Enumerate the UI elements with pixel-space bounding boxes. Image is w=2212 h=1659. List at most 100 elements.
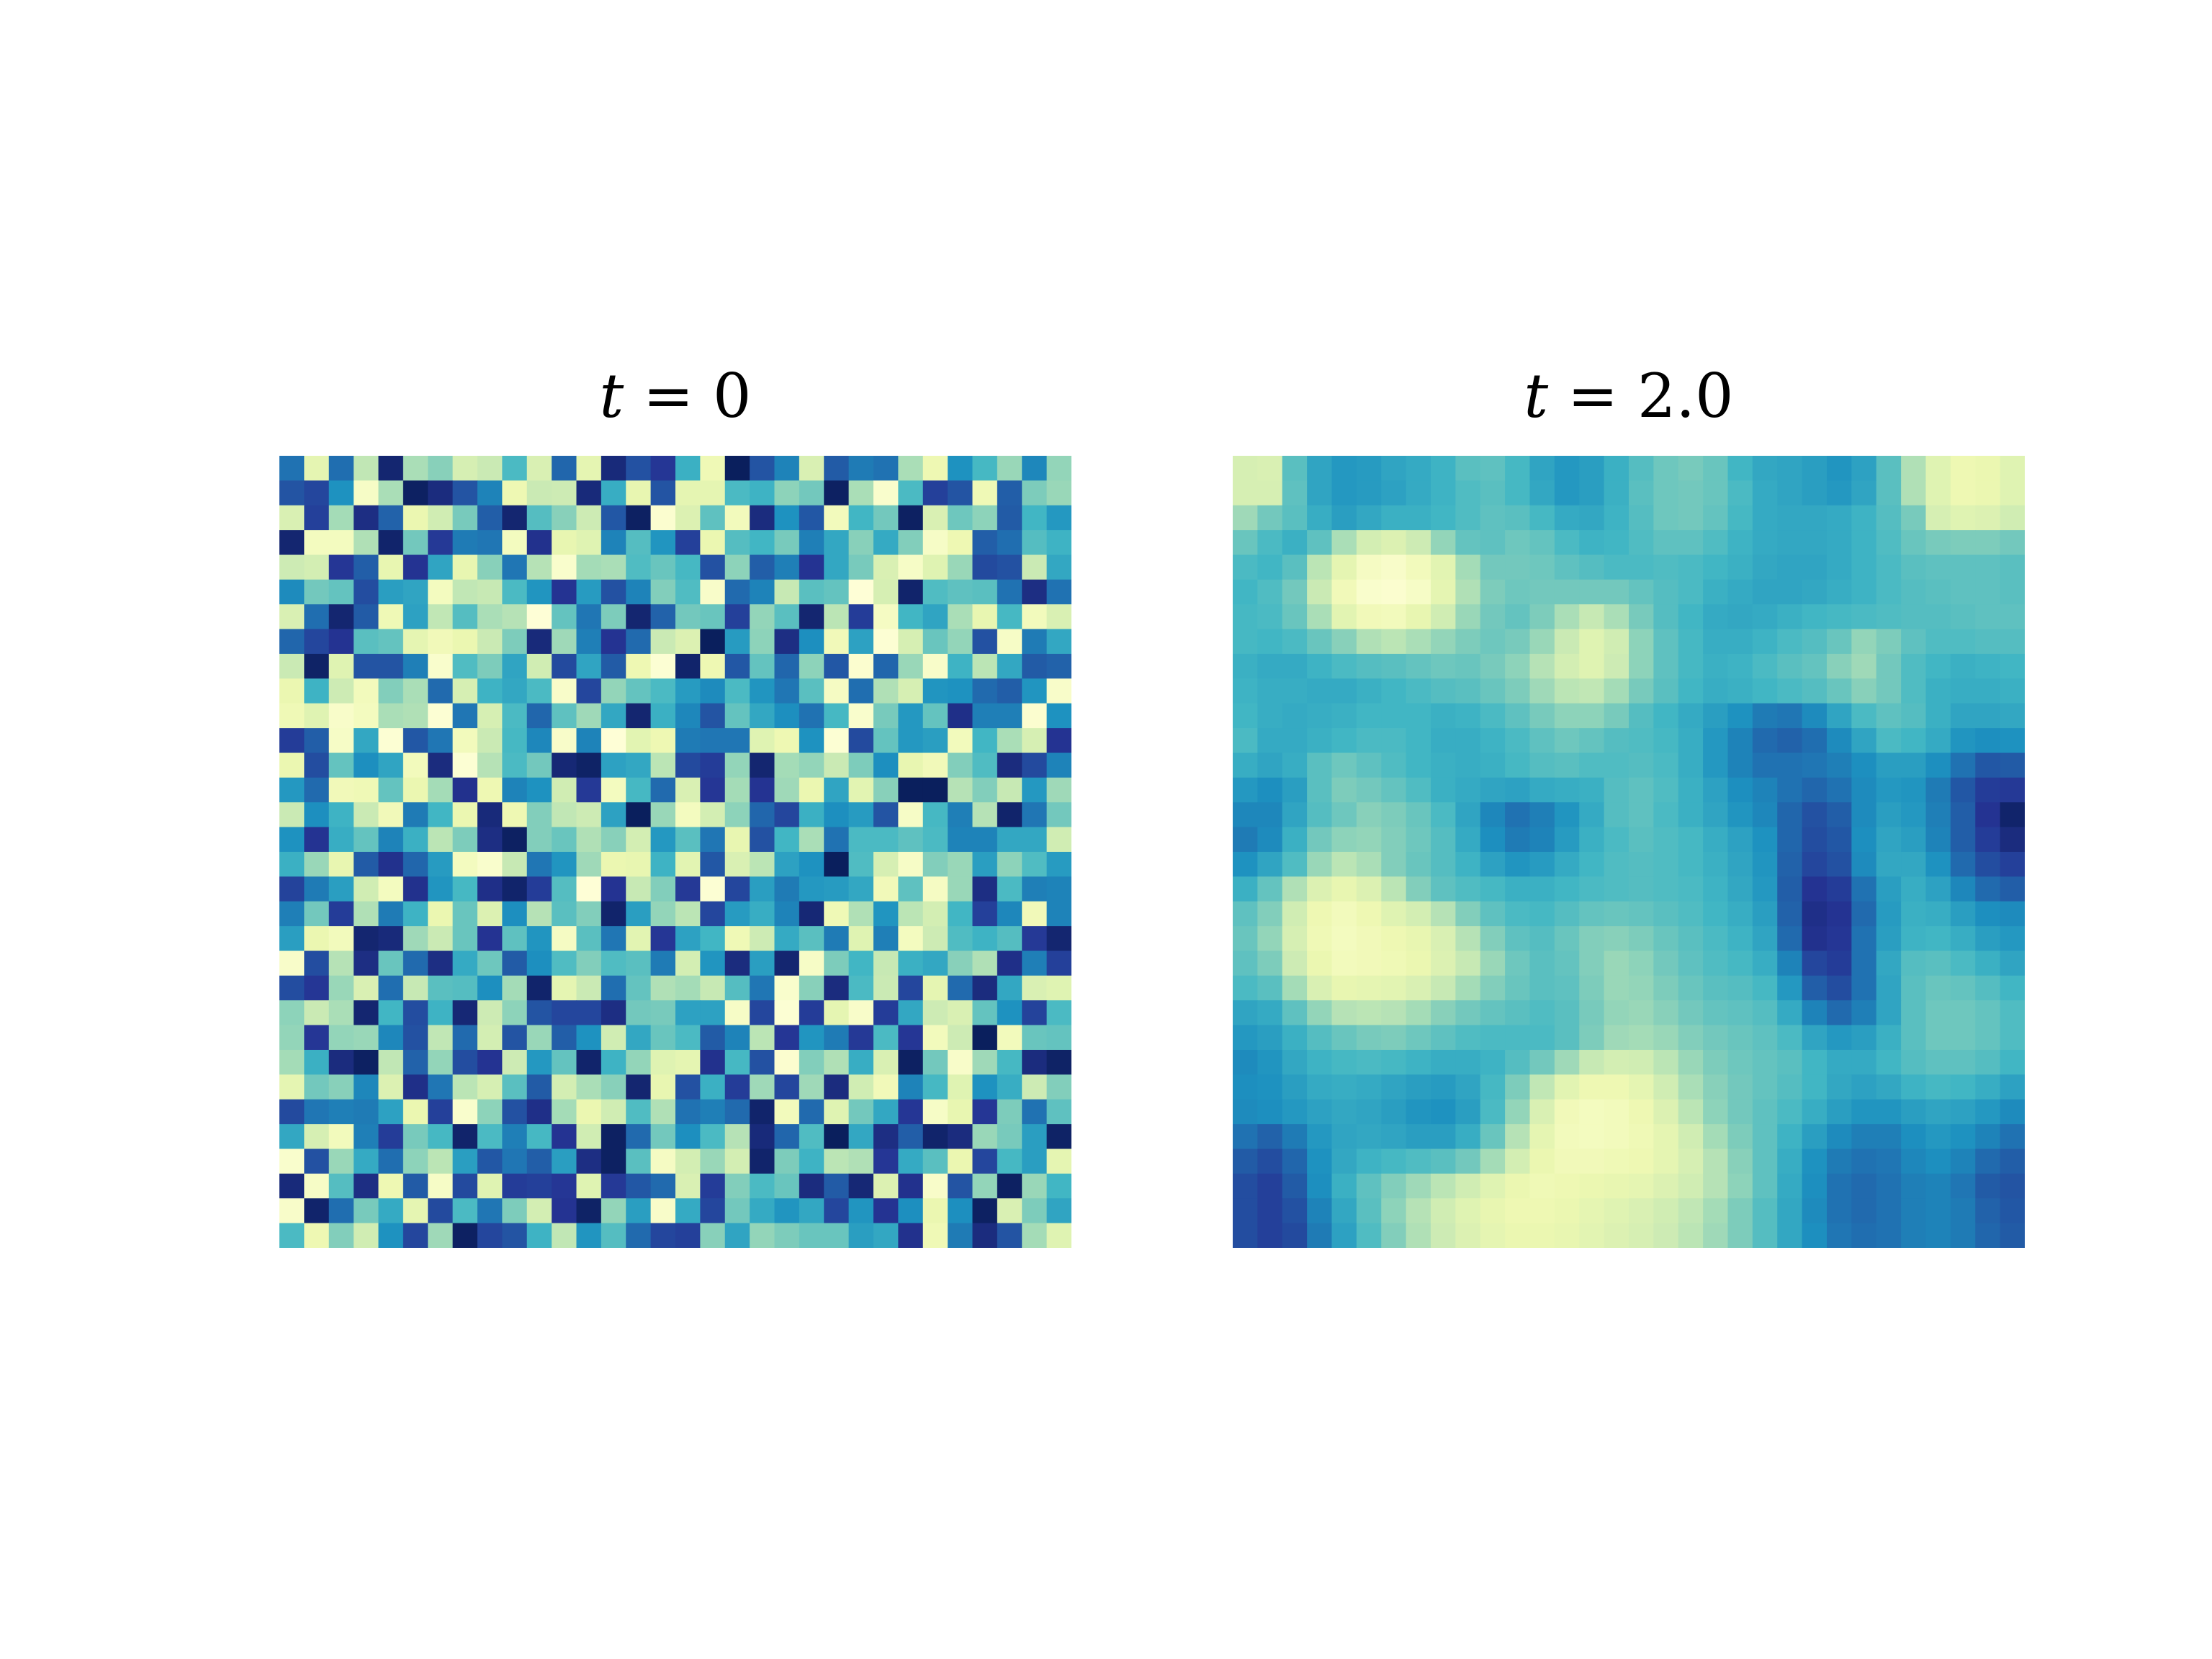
- heatmap-cell: [650, 777, 676, 803]
- heatmap-cell: [1331, 629, 1357, 655]
- heatmap-cell: [750, 654, 775, 679]
- heatmap-cell: [1022, 703, 1048, 729]
- heatmap-cell: [477, 728, 503, 754]
- heatmap-cell: [1046, 579, 1071, 605]
- heatmap-cell: [700, 1000, 726, 1026]
- heatmap-cell: [1925, 728, 1951, 754]
- heatmap-cell: [2000, 629, 2025, 655]
- heatmap-cell: [848, 1198, 874, 1224]
- heatmap-cell: [799, 1099, 824, 1125]
- heatmap-cell: [428, 1148, 454, 1174]
- heatmap-cell: [898, 777, 924, 803]
- heatmap-cell: [428, 456, 454, 481]
- heatmap-cell: [1455, 530, 1481, 556]
- heatmap-cell: [403, 926, 428, 952]
- heatmap-cell: [279, 554, 305, 580]
- heatmap-cell: [922, 579, 948, 605]
- heatmap-cell: [1653, 926, 1679, 952]
- heatmap-cell: [1604, 579, 1629, 605]
- heatmap-cell: [279, 802, 305, 828]
- heatmap-cell: [328, 1173, 354, 1199]
- heatmap-cell: [650, 1025, 676, 1051]
- heatmap-cell: [304, 1000, 330, 1026]
- heatmap-cell: [1406, 777, 1431, 803]
- heatmap-cell: [675, 505, 701, 531]
- heatmap-cell: [1727, 1074, 1753, 1100]
- heatmap-cell: [1455, 505, 1481, 531]
- heatmap-cell: [1876, 950, 1902, 976]
- heatmap-cell: [650, 852, 676, 877]
- heatmap-cell: [279, 629, 305, 655]
- heatmap-cell: [1257, 678, 1283, 704]
- heatmap-cell: [1975, 1025, 2001, 1051]
- heatmap-cell: [1950, 827, 1976, 853]
- heatmap-cell: [1950, 1124, 1976, 1150]
- heatmap-cell: [477, 926, 503, 952]
- heatmap-cell: [1480, 456, 1506, 481]
- heatmap-cell: [774, 1124, 800, 1150]
- heatmap-cell: [650, 1223, 676, 1248]
- heatmap-cell: [972, 1025, 998, 1051]
- heatmap-cell: [1604, 1099, 1629, 1125]
- heatmap-cell: [2000, 926, 2025, 952]
- heatmap-cell: [279, 827, 305, 853]
- heatmap-cell: [2000, 1223, 2025, 1248]
- heatmap-cell: [576, 579, 602, 605]
- heatmap-cell: [354, 530, 379, 556]
- heatmap-cell: [1827, 752, 1852, 778]
- heatmap-cell: [1529, 876, 1555, 902]
- heatmap-cell: [1827, 703, 1852, 729]
- heatmap-cell: [948, 876, 974, 902]
- heatmap-cell: [1876, 1173, 1902, 1199]
- heatmap-cell: [1257, 1025, 1283, 1051]
- heatmap-cell: [1851, 802, 1877, 828]
- heatmap-cell: [774, 728, 800, 754]
- heatmap-cell: [948, 480, 974, 506]
- heatmap-cell: [477, 505, 503, 531]
- heatmap-cell: [848, 852, 874, 877]
- heatmap-cell: [1282, 480, 1308, 506]
- heatmap-cell: [1046, 777, 1071, 803]
- heatmap-cell: [1331, 1148, 1357, 1174]
- heatmap-cell: [948, 456, 974, 481]
- heatmap-cell: [1629, 678, 1654, 704]
- heatmap-cell: [700, 579, 726, 605]
- heatmap-cell: [502, 1124, 528, 1150]
- heatmap-cell: [428, 777, 454, 803]
- heatmap-cell: [1505, 604, 1531, 630]
- heatmap-cell: [873, 703, 899, 729]
- heatmap-cell: [1925, 777, 1951, 803]
- heatmap-cell: [1406, 876, 1431, 902]
- heatmap-cell: [700, 456, 726, 481]
- heatmap-cell: [477, 1025, 503, 1051]
- heatmap-cell: [328, 456, 354, 481]
- heatmap-cell: [1307, 1025, 1333, 1051]
- heatmap-cell: [972, 678, 998, 704]
- heatmap-cell: [279, 1074, 305, 1100]
- heatmap-cell: [1455, 777, 1481, 803]
- heatmap-cell: [1431, 728, 1456, 754]
- heatmap-cell: [502, 1050, 528, 1075]
- heatmap-cell: [1629, 827, 1654, 853]
- heatmap-cell: [1331, 579, 1357, 605]
- heatmap-cell: [997, 1223, 1022, 1248]
- heatmap-cell: [1802, 926, 1827, 952]
- heatmap-cell: [1851, 777, 1877, 803]
- heatmap-cell: [1777, 480, 1803, 506]
- heatmap-cell: [1678, 876, 1704, 902]
- heatmap-cell: [1381, 802, 1407, 828]
- heatmap-cell: [1046, 678, 1071, 704]
- heatmap-cell: [1356, 728, 1382, 754]
- heatmap-cell: [1876, 728, 1902, 754]
- heatmap-cell: [1752, 926, 1778, 952]
- heatmap-cell: [824, 554, 850, 580]
- heatmap-cell: [824, 852, 850, 877]
- heatmap-cell: [1604, 530, 1629, 556]
- heatmap-cell: [1257, 802, 1283, 828]
- heatmap-cell: [1604, 1074, 1629, 1100]
- heatmap-cell: [1406, 530, 1431, 556]
- heatmap-cell: [428, 480, 454, 506]
- heatmap-cell: [750, 1198, 775, 1224]
- heatmap-cell: [1851, 950, 1877, 976]
- heatmap-cell: [1480, 604, 1506, 630]
